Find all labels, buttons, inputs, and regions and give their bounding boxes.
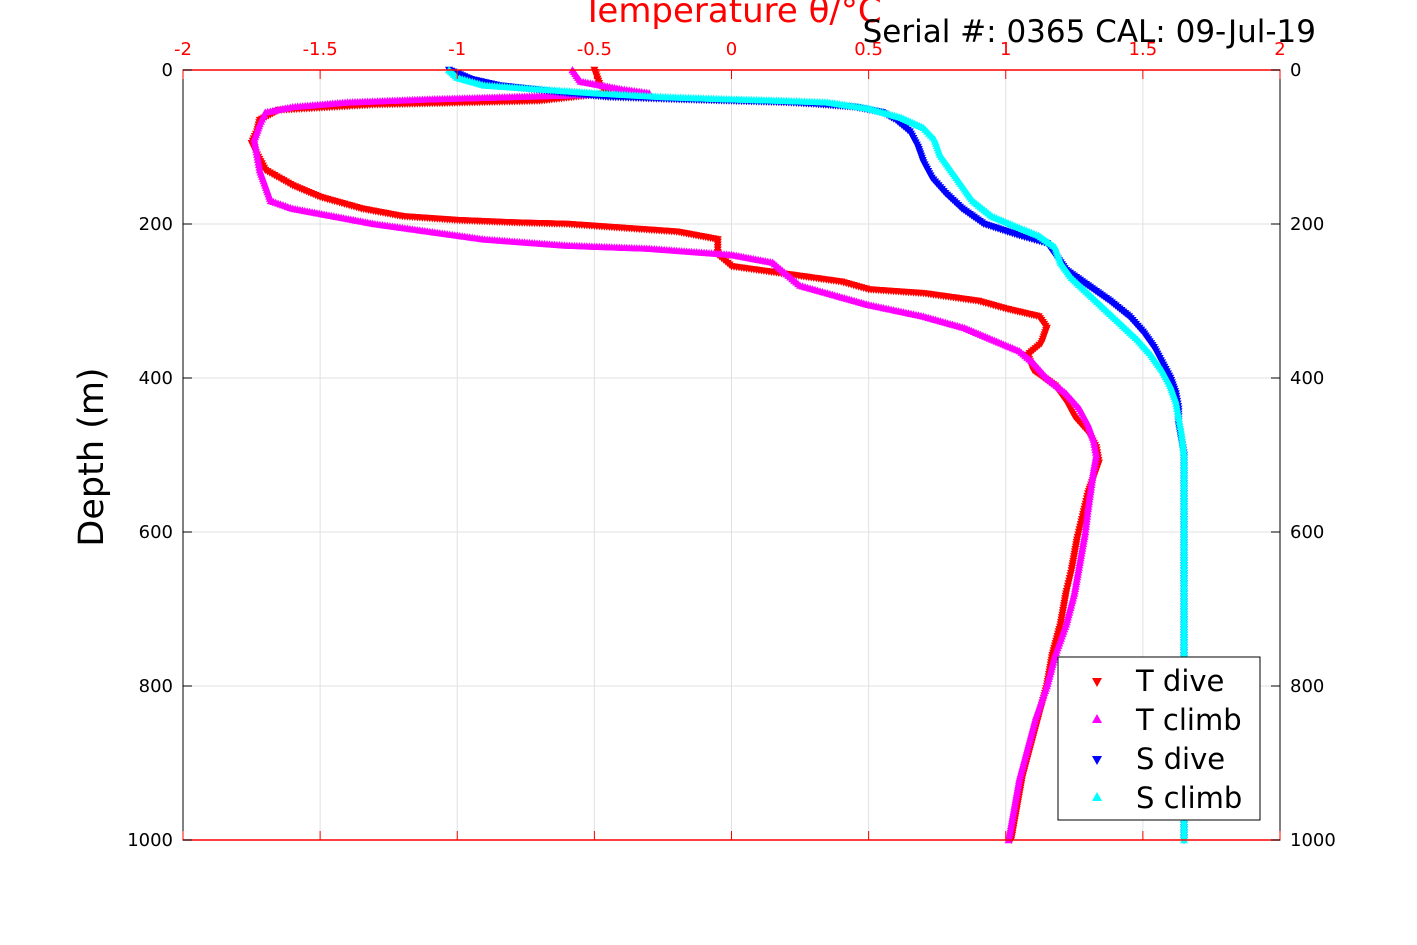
legend-label-s-climb: S climb [1136,781,1242,815]
y-tick-label-left: 1000 [127,830,173,851]
y-tick-label-right: 200 [1290,214,1324,235]
grid-lines [183,70,1280,840]
x-tick-label: 1.5 [1129,39,1158,60]
y-tick-label-left: 200 [139,214,173,235]
x-axis-ticks: -2 -1.5 -1 -0.5 0 0.5 1 1.5 2 [174,39,1286,840]
legend-marker-t-climb [1092,714,1102,723]
series-t-dive [247,66,1103,844]
y-tick-label-left: 800 [139,676,173,697]
legend-label-s-dive: S dive [1136,742,1225,776]
y-axis-ticks: 0 0 200 200 400 400 600 600 800 800 1000 1000 [127,60,1336,851]
y-tick-label-right: 800 [1290,676,1324,697]
legend-box [1057,656,1261,821]
legend-marker-t-dive [1092,678,1102,687]
legend-marker-s-dive [1092,756,1102,765]
y-tick-label-left: 0 [162,60,173,81]
legend: T dive T climb S dive S climb [1057,656,1261,821]
x-tick-label: 0 [726,39,737,60]
x-tick-label: -1 [448,39,466,60]
serial-cal-label: Serial #: 0365 CAL: 09-Jul-19 [863,14,1316,50]
series-markers [247,66,1189,844]
x-tick-label: -0.5 [577,39,612,60]
y-axis-title: Depth (m) [72,367,112,546]
x-tick-label: -2 [174,39,192,60]
y-tick-label-right: 0 [1290,60,1301,81]
x-tick-label: 1 [1000,39,1011,60]
series-t-climb [250,66,1101,844]
x-tick-label: 0.5 [854,39,883,60]
legend-label-t-dive: T dive [1135,664,1224,698]
x-tick-label: 2 [1274,39,1285,60]
y-tick-label-right: 600 [1290,522,1324,543]
chart-title: Temperature θ/°C [581,0,881,31]
x-tick-label: -1.5 [303,39,338,60]
y-tick-label-left: 600 [139,522,173,543]
legend-marker-s-climb [1092,792,1102,801]
y-tick-label-right: 1000 [1290,830,1336,851]
y-tick-label-right: 400 [1290,368,1324,389]
y-tick-label-left: 400 [139,368,173,389]
series-s-climb [445,66,1189,844]
legend-label-t-climb: T climb [1135,703,1242,737]
